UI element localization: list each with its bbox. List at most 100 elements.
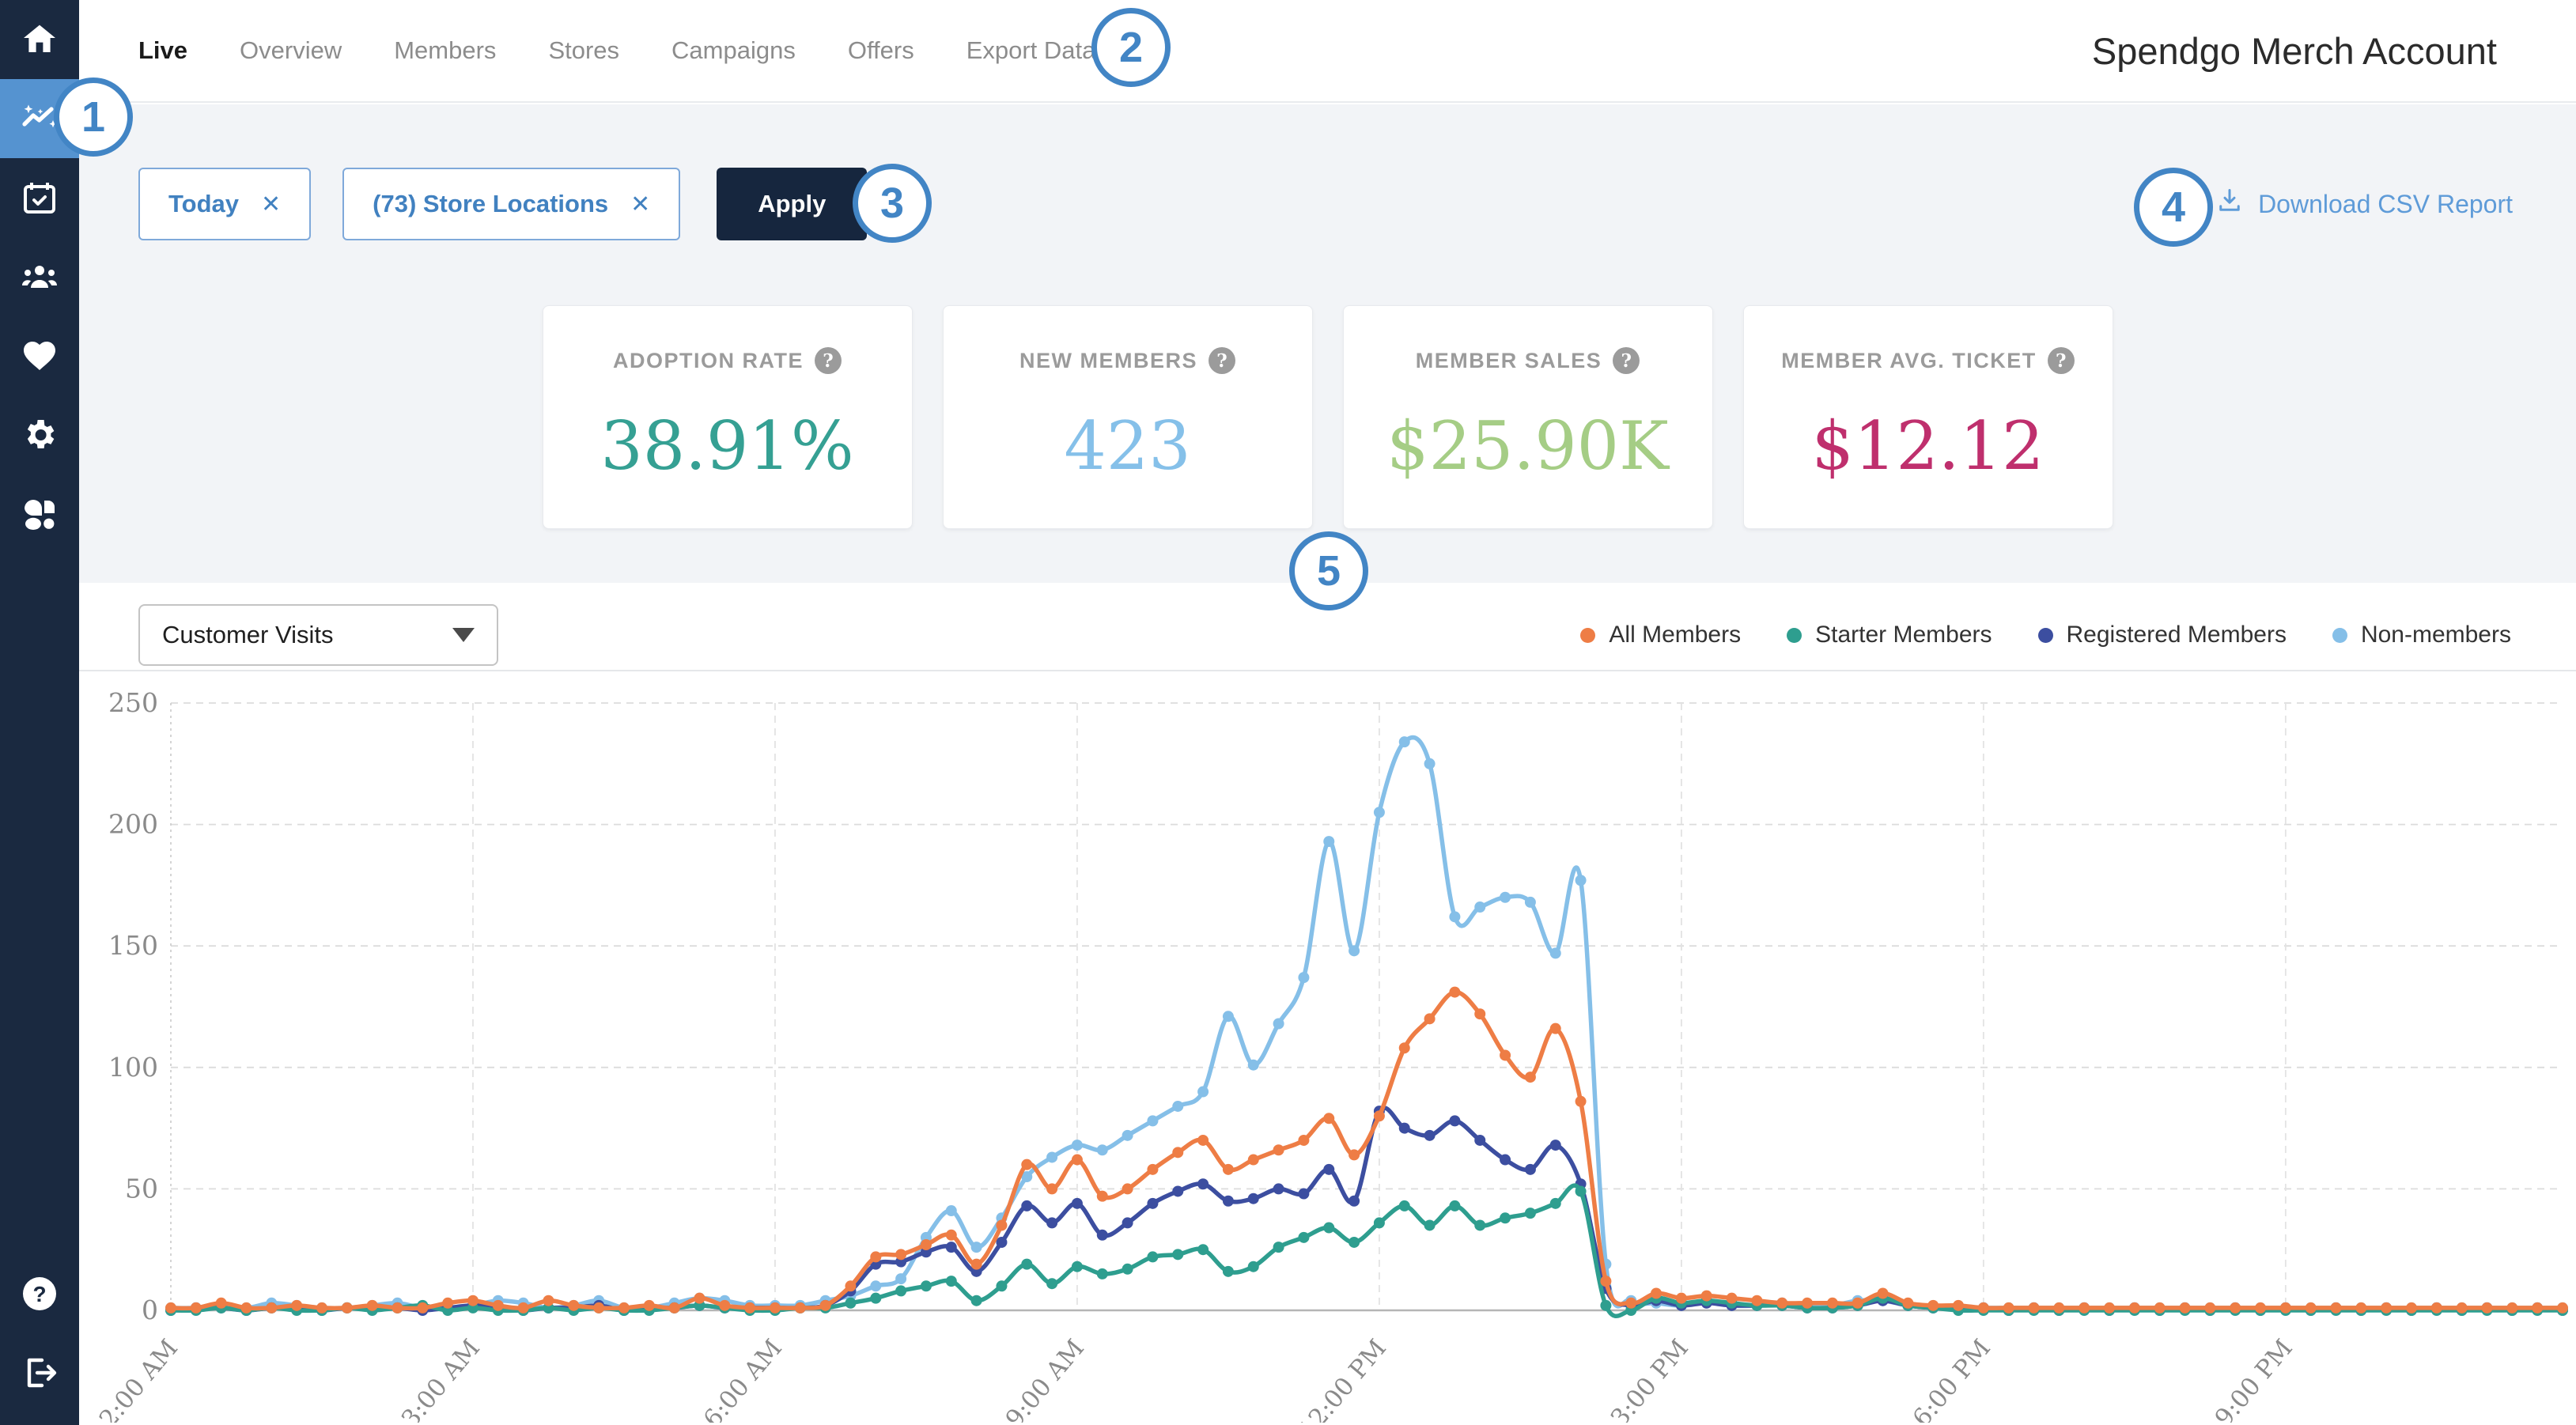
data-point [2204, 1302, 2216, 1313]
sidebar: ? [0, 0, 79, 1425]
close-icon[interactable]: ✕ [630, 191, 651, 217]
data-point [1021, 1200, 1033, 1211]
stat-label-row: ADOPTION RATE? [613, 347, 842, 374]
data-point [1147, 1163, 1159, 1175]
annotation-badge-4: 4 [2134, 168, 2213, 247]
logout-icon [21, 1354, 59, 1392]
filter-chip-1[interactable]: (73) Store Locations ✕ [342, 168, 681, 240]
data-point [2003, 1302, 2014, 1313]
data-point [1323, 1163, 1335, 1175]
stat-cards-row: ADOPTION RATE? 38.91% NEW MEMBERS? 423 MEMBE… [79, 305, 2576, 529]
legend-item-registered-members[interactable]: Registered Members [2037, 622, 2287, 648]
data-point [870, 1292, 882, 1304]
data-point [744, 1302, 756, 1313]
download-icon [2215, 187, 2244, 221]
x-axis-label: 3:00 AM [396, 1334, 486, 1423]
data-point [1172, 1100, 1184, 1112]
data-point [593, 1302, 605, 1313]
tab-members[interactable]: Members [394, 36, 497, 64]
tab-stores[interactable]: Stores [548, 36, 620, 64]
filter-chip-label: (73) Store Locations [373, 190, 609, 217]
data-point [2532, 1302, 2544, 1313]
data-point [945, 1242, 957, 1253]
help-icon[interactable]: ? [815, 347, 842, 374]
sidebar-item-shapes[interactable] [0, 474, 79, 554]
legend-dot-icon [2037, 627, 2053, 643]
sidebar-item-logout[interactable] [0, 1333, 79, 1412]
data-point [1298, 1231, 1310, 1243]
sidebar-item-home[interactable] [0, 0, 79, 79]
data-point [1046, 1183, 1058, 1195]
data-point [2456, 1302, 2468, 1313]
tab-live[interactable]: Live [138, 36, 188, 64]
sidebar-item-people[interactable] [0, 237, 79, 316]
tab-overview[interactable]: Overview [240, 36, 342, 64]
metric-select[interactable]: Customer Visits [138, 604, 498, 666]
data-point [945, 1205, 957, 1217]
data-point [1977, 1302, 1989, 1313]
data-point [1575, 1185, 1587, 1197]
tab-offers[interactable]: Offers [847, 36, 914, 64]
y-axis-label: 100 [108, 1052, 158, 1083]
data-point [1877, 1287, 1889, 1299]
help-icon[interactable]: ? [2047, 347, 2075, 374]
data-point [291, 1299, 303, 1311]
legend-item-all-members[interactable]: All Members [1580, 622, 1741, 648]
stat-card-adoption-rate: ADOPTION RATE? 38.91% [542, 305, 913, 529]
data-point [568, 1299, 580, 1311]
data-point [1424, 758, 1436, 769]
data-point [1349, 945, 1360, 957]
data-point [2430, 1302, 2442, 1313]
svg-text:?: ? [32, 1282, 46, 1306]
data-point [769, 1302, 781, 1313]
data-point [1549, 1022, 1561, 1034]
y-axis-label: 250 [108, 687, 158, 718]
x-axis-label: 9:00 AM [1001, 1334, 1090, 1423]
data-point [1273, 1018, 1284, 1030]
stat-label-row: MEMBER SALES? [1416, 347, 1640, 374]
data-point [190, 1302, 202, 1313]
legend-item-non-members[interactable]: Non-members [2332, 622, 2511, 648]
data-point [1323, 836, 1335, 848]
data-point [1147, 1115, 1159, 1127]
help-icon[interactable]: ? [1613, 347, 1640, 374]
data-point [1449, 1200, 1461, 1211]
data-point [1071, 1261, 1083, 1272]
data-point [1398, 1122, 1410, 1134]
tab-export-data[interactable]: Export Data [966, 36, 1096, 64]
data-point [2154, 1302, 2166, 1313]
stat-value: $12.12 [1811, 407, 2045, 485]
legend-dot-icon [1580, 627, 1596, 643]
download-csv-link[interactable]: Download CSV Report [2215, 187, 2513, 221]
data-point [970, 1295, 982, 1306]
people-icon [21, 258, 59, 296]
chart-controls-row: Customer Visits All Members Starter Membe… [79, 583, 2576, 670]
data-point [1474, 1219, 1486, 1231]
divider [79, 670, 2576, 671]
data-point [1802, 1297, 1814, 1309]
data-point [1549, 1140, 1561, 1151]
filter-chip-0[interactable]: Today ✕ [138, 168, 312, 240]
data-point [870, 1280, 882, 1292]
data-point [1247, 1154, 1259, 1166]
sidebar-item-help[interactable]: ? [0, 1254, 79, 1333]
sidebar-item-heart[interactable] [0, 316, 79, 395]
data-point [1826, 1297, 1838, 1309]
y-axis-label: 150 [108, 930, 158, 961]
stat-label-row: MEMBER AVG. TICKET? [1781, 347, 2075, 374]
stat-label: ADOPTION RATE [613, 348, 804, 372]
legend-item-starter-members[interactable]: Starter Members [1787, 622, 1992, 648]
nav-tabs: Live Overview Members Stores Campaigns Offers… [79, 36, 1095, 65]
filter-band: Today ✕ (73) Store Locations ✕ Apply Downlo… [79, 104, 2576, 583]
apply-button[interactable]: Apply [717, 168, 868, 240]
annotation-badge-2: 2 [1091, 8, 1171, 87]
sidebar-item-gear[interactable] [0, 395, 79, 474]
help-icon[interactable]: ? [1209, 347, 1235, 374]
data-point [2381, 1302, 2393, 1313]
chevron-down-icon [452, 628, 475, 642]
tab-campaigns[interactable]: Campaigns [671, 36, 796, 64]
data-point [1524, 1208, 1536, 1219]
data-point [1398, 1200, 1410, 1211]
close-icon[interactable]: ✕ [261, 191, 282, 217]
sidebar-item-calendar-check[interactable] [0, 158, 79, 237]
